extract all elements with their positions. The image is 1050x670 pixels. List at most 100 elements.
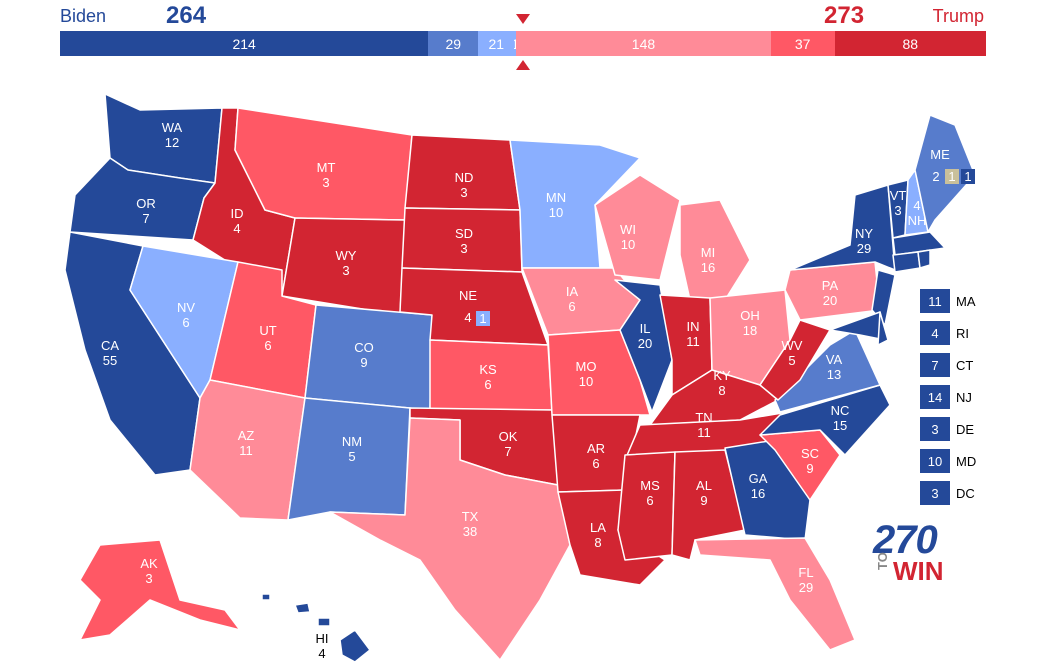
bar-segment-lean-rep[interactable]: 148 [516, 31, 771, 56]
label-ev: 20 [823, 293, 837, 308]
label-ia: IA 6 [566, 284, 579, 314]
label-nm: NM 5 [342, 434, 362, 464]
state-mn[interactable] [509, 139, 641, 269]
label-ev: 9 [360, 355, 367, 370]
trump-total: 273 [824, 2, 865, 29]
label-abbr: AL [696, 478, 712, 493]
small-state-abbr: DE [956, 421, 975, 437]
label-or: OR 7 [136, 196, 156, 226]
bar-segment-label: 1 [514, 36, 516, 52]
small-state-nj[interactable]: 14 NJ [920, 385, 976, 409]
label-ny: NY 29 [855, 226, 873, 256]
small-states-list: 11 MA 4 RI 7 CT 14 NJ 3 DE 10 MD 3 DC [920, 289, 976, 513]
bar-segment-safe-dem[interactable]: 214 [60, 31, 429, 56]
label-abbr: AR [587, 441, 605, 456]
bar-segment-lean-dem-district[interactable]: 1 [514, 31, 517, 56]
logo-win: WIN [893, 556, 944, 586]
label-ev: 9 [806, 461, 813, 476]
small-state-de[interactable]: 3 DE [920, 417, 976, 441]
label-ev: 6 [264, 338, 271, 353]
state-tx[interactable] [329, 417, 571, 661]
small-state-dc[interactable]: 3 DC [920, 481, 976, 505]
state-va[interactable] [774, 329, 881, 413]
bar-segment-likely-rep[interactable]: 37 [770, 31, 835, 56]
label-abbr: OH [740, 308, 760, 323]
small-state-ev: 10 [920, 449, 950, 473]
small-state-md[interactable]: 10 MD [920, 449, 976, 473]
small-state-abbr: NJ [956, 389, 972, 405]
label-ev: 8 [718, 383, 725, 398]
label-ut: UT 6 [259, 323, 276, 353]
label-abbr: NY [855, 226, 873, 241]
label-abbr: TN [695, 410, 712, 425]
label-ev: 6 [646, 493, 653, 508]
bar-segment-safe-rep[interactable]: 88 [834, 31, 986, 56]
label-la: LA 8 [590, 520, 606, 550]
label-abbr: OR [136, 196, 156, 211]
bar-segment-lean-dem[interactable]: 21 [478, 31, 515, 56]
label-nh: 4 NH [908, 198, 927, 228]
label-ev: 11 [239, 443, 253, 458]
label-abbr: HI [316, 631, 329, 646]
state-wi[interactable] [594, 174, 681, 281]
state-nj[interactable] [871, 269, 896, 326]
state-ms[interactable] [617, 451, 676, 561]
me-district-2-box[interactable] [961, 169, 975, 184]
trump-name: Trump [932, 6, 984, 26]
label-abbr: KY [713, 368, 731, 383]
label-ev: 8 [594, 535, 601, 550]
label-abbr: MI [701, 245, 715, 260]
label-abbr: WI [620, 222, 636, 237]
small-state-ma[interactable]: 11 MA [920, 289, 976, 313]
logo-to: TO [875, 552, 890, 570]
state-ak[interactable] [79, 539, 241, 641]
label-mi: MI 16 [701, 245, 715, 275]
state-ny[interactable] [789, 184, 896, 271]
state-ri[interactable] [917, 249, 931, 269]
label-abbr: NM [342, 434, 362, 449]
biden-total: 264 [166, 2, 207, 29]
label-abbr: MT [317, 160, 336, 175]
small-state-ct[interactable]: 7 CT [920, 353, 976, 377]
label-ev: 20 [638, 336, 652, 351]
small-state-ev: 3 [920, 417, 950, 441]
label-abbr: CA [101, 338, 119, 353]
state-mo[interactable] [547, 329, 651, 416]
label-abbr: ID [231, 206, 244, 221]
state-hi[interactable] [339, 629, 371, 663]
label-ev: 16 [701, 260, 715, 275]
state-ma[interactable] [892, 231, 946, 256]
small-state-abbr: CT [956, 357, 974, 373]
270towin-logo[interactable]: 270 TO WIN [873, 520, 944, 586]
label-abbr: AZ [238, 428, 255, 443]
state-ct[interactable] [892, 251, 921, 273]
state-hi-islands [261, 593, 331, 627]
ne-district-box[interactable] [476, 311, 490, 326]
state-co[interactable] [304, 304, 433, 411]
label-mt: MT 3 [317, 160, 336, 190]
me-district-1-box[interactable] [945, 169, 959, 184]
label-tx: TX 38 [462, 509, 479, 539]
bar-segment-label: 21 [488, 35, 505, 52]
label-ca: CA 55 [101, 338, 119, 368]
bar-segment-label: 88 [902, 35, 919, 52]
bar-segment-likely-dem[interactable]: 29 [428, 31, 479, 56]
label-ne-abbr: NE [459, 288, 477, 303]
label-ne-ev: 4 [464, 310, 471, 325]
label-mn: MN 10 [546, 190, 566, 220]
label-abbr: AK [140, 556, 158, 571]
state-de[interactable] [877, 311, 889, 346]
label-al: AL 9 [696, 478, 712, 508]
label-abbr: NV [177, 300, 195, 315]
label-abbr: MO [576, 359, 597, 374]
label-ev: 11 [686, 334, 700, 349]
label-ev: 18 [743, 323, 757, 338]
small-state-ri[interactable]: 4 RI [920, 321, 976, 345]
label-me-abbr: ME [930, 147, 950, 162]
label-ev: 9 [700, 493, 707, 508]
label-me-ev: 2 [932, 169, 939, 184]
label-ev: 6 [484, 377, 491, 392]
state-fl[interactable] [694, 537, 856, 651]
bar-segment-label: 148 [631, 35, 656, 52]
label-ev: 15 [833, 418, 847, 433]
